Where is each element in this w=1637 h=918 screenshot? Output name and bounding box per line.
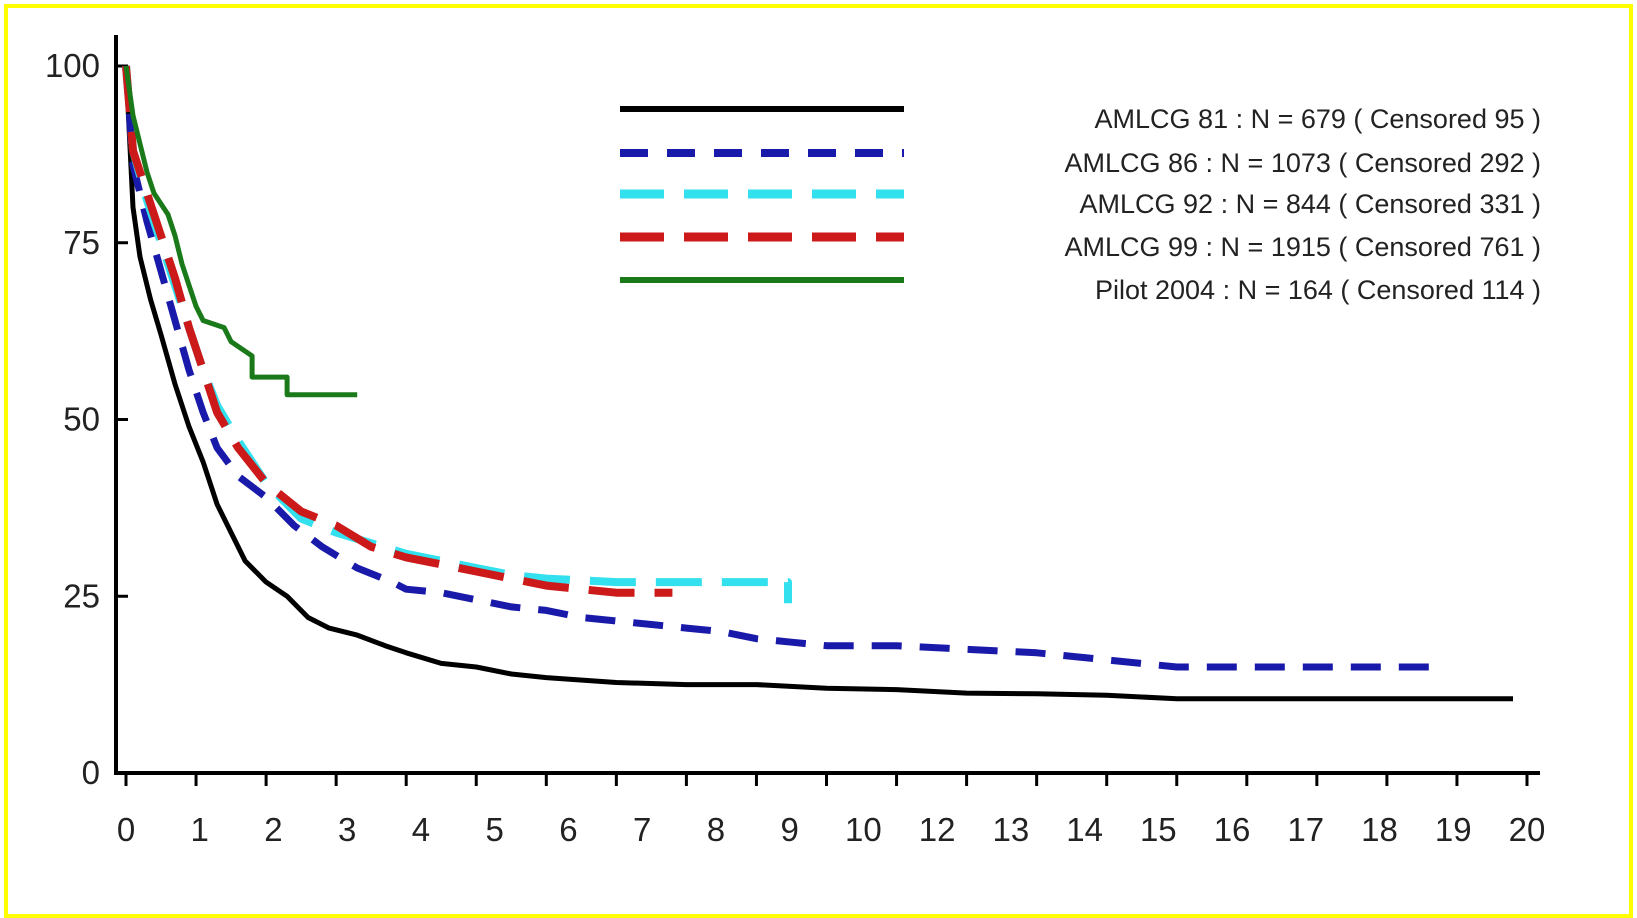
legend-label: AMLCG 81 : N = 679 ( Censored 95 ) (1095, 104, 1541, 134)
legend-label: Pilot 2004 : N = 164 ( Censored 114 ) (1095, 275, 1541, 305)
x-tick-label: 15 (1140, 811, 1177, 848)
x-tick-label: 4 (412, 811, 430, 848)
x-tick-label: 20 (1509, 811, 1546, 848)
x-tick-label: 16 (1214, 811, 1251, 848)
x-tick-label: 19 (1435, 811, 1472, 848)
x-tick-label: 8 (707, 811, 725, 848)
x-ticks: 0 1 2 3 4 5 6 7 8 9 10 12 13 14 15 16 17 18 19 20 (117, 773, 1546, 848)
chart-frame: 0 25 50 75 100 0 1 2 3 4 5 6 7 8 9 10 12 13 14 15 16 17 18 19 2… (4, 4, 1633, 918)
series-line (122, 65, 1429, 671)
x-tick-label: 9 (780, 811, 798, 848)
y-tick-label: 75 (63, 224, 100, 261)
y-tick-label: 50 (63, 401, 100, 438)
series-line (123, 65, 1513, 702)
x-tick-label: 0 (117, 811, 135, 848)
legend-label: AMLCG 99 : N = 1915 ( Censored 761 ) (1065, 232, 1542, 262)
x-tick-label: 18 (1361, 811, 1398, 848)
legend: AMLCG 81 : N = 679 ( Censored 95 ) AMLCG … (620, 104, 1541, 305)
y-ticks: 0 25 50 75 100 (45, 47, 128, 791)
x-tick-label: 5 (486, 811, 504, 848)
series-lines (122, 65, 1513, 702)
legend-label: AMLCG 86 : N = 1073 ( Censored 292 ) (1065, 148, 1542, 178)
x-tick-label: 1 (191, 811, 209, 848)
axes (114, 35, 1540, 775)
x-tick-label: 6 (559, 811, 577, 848)
x-tick-label: 7 (633, 811, 651, 848)
x-tick-label: 2 (264, 811, 282, 848)
legend-label: AMLCG 92 : N = 844 ( Censored 331 ) (1080, 189, 1541, 219)
x-tick-label: 3 (338, 811, 356, 848)
y-tick-label: 100 (45, 47, 100, 84)
x-tick-label: 13 (992, 811, 1029, 848)
series-line (122, 65, 673, 597)
x-tick-label: 14 (1066, 811, 1103, 848)
x-tick-label: 12 (919, 811, 956, 848)
x-tick-label: 10 (845, 811, 882, 848)
y-tick-label: 0 (82, 754, 100, 791)
x-tick-label: 17 (1287, 811, 1324, 848)
series-line (123, 65, 358, 398)
y-tick-label: 25 (63, 577, 100, 614)
